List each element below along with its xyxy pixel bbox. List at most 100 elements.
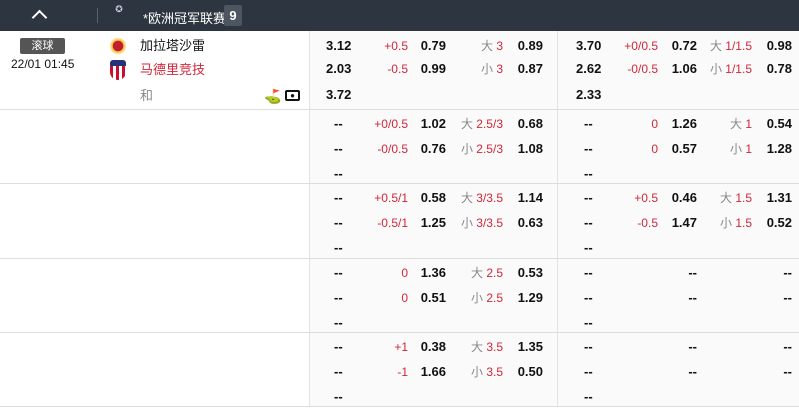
ou-side: 大 bbox=[470, 340, 483, 354]
1x2-odds-ht: -- bbox=[584, 265, 593, 280]
over-under-odds-ft[interactable]: 0.89 bbox=[517, 38, 543, 53]
handicap-line-ht: +0/0.5 bbox=[624, 39, 658, 53]
over-under-odds-ht[interactable]: 0.78 bbox=[766, 61, 792, 76]
over-under-line-ht: 大 1.5 bbox=[720, 186, 752, 210]
1x2-odds-ft[interactable]: 3.72 bbox=[326, 87, 352, 102]
ou-value: 2.5 bbox=[486, 266, 503, 280]
1x2-odds-ht[interactable]: 2.33 bbox=[576, 87, 602, 102]
ou-side: 小 bbox=[709, 62, 722, 76]
over-under-odds-ft[interactable]: 1.29 bbox=[517, 290, 543, 305]
handicap-odds-ht[interactable]: 0.57 bbox=[671, 141, 697, 156]
handicap-odds-ft[interactable]: 0.58 bbox=[420, 190, 446, 205]
handicap-odds-ft[interactable]: 0.99 bbox=[420, 61, 446, 76]
odds-block: -- -- -- +0.5/1 0.58 -0.5/1 1.25 大 3/3.5 1.14 小 3… bbox=[0, 184, 799, 259]
handicap-odds-ht[interactable]: 0.46 bbox=[671, 190, 697, 205]
ou-value: 1/1.5 bbox=[725, 62, 752, 76]
over-under-odds-ht: -- bbox=[783, 265, 792, 280]
match-count-badge: 9 bbox=[224, 5, 242, 26]
collapse-chevron-icon[interactable] bbox=[31, 9, 48, 26]
home-team[interactable]: 加拉塔沙雷 bbox=[140, 38, 206, 53]
handicap-line-ft: -0.5/1 bbox=[377, 216, 408, 230]
handicap-odds-ft[interactable]: 1.36 bbox=[420, 265, 446, 280]
ou-side: 小 bbox=[460, 216, 473, 230]
live-video-icon[interactable]: ● bbox=[285, 90, 300, 101]
1x2-odds-ht: -- bbox=[584, 141, 593, 156]
handicap-odds-ht: -- bbox=[688, 265, 697, 280]
match-time: 22/01 01:45 bbox=[11, 57, 75, 71]
divider bbox=[97, 8, 98, 23]
handicap-line-ft: +1 bbox=[394, 340, 408, 354]
over-under-line-ft: 小 3/3.5 bbox=[461, 211, 503, 235]
ou-side: 小 bbox=[470, 365, 483, 379]
over-under-odds-ht[interactable]: 1.31 bbox=[766, 190, 792, 205]
handicap-odds-ht[interactable]: 1.06 bbox=[671, 61, 697, 76]
over-under-odds-ft[interactable]: 0.53 bbox=[517, 265, 543, 280]
handicap-line-ht: 0 bbox=[651, 142, 658, 156]
ou-side: 大 bbox=[729, 117, 742, 131]
ou-side: 大 bbox=[480, 39, 493, 53]
handicap-odds-ht[interactable]: 1.47 bbox=[671, 215, 697, 230]
handicap-odds-ht[interactable]: 1.26 bbox=[671, 116, 697, 131]
champions-league-logo: ✪ bbox=[115, 4, 123, 14]
1x2-odds-ht[interactable]: 3.70 bbox=[576, 38, 602, 53]
ou-value: 1 bbox=[745, 142, 752, 156]
ou-value: 3 bbox=[496, 62, 503, 76]
divider bbox=[557, 31, 558, 109]
over-under-odds-ht[interactable]: 0.98 bbox=[766, 38, 792, 53]
over-under-odds-ht: -- bbox=[783, 339, 792, 354]
handicap-odds-ft[interactable]: 0.76 bbox=[420, 141, 446, 156]
over-under-line-ht: 大 1/1.5 bbox=[710, 34, 752, 58]
corner-flag-icon[interactable]: ⛳ bbox=[264, 88, 282, 104]
ou-side: 大 bbox=[719, 191, 732, 205]
handicap-line-ft: -0/0.5 bbox=[377, 142, 408, 156]
ou-value: 3/3.5 bbox=[476, 191, 503, 205]
handicap-line-ht: 0 bbox=[651, 117, 658, 131]
ou-side: 小 bbox=[719, 216, 732, 230]
1x2-odds-ft[interactable]: 3.12 bbox=[326, 38, 352, 53]
over-under-line-ft: 大 2.5/3 bbox=[461, 112, 503, 136]
1x2-odds-ht: -- bbox=[584, 166, 593, 181]
over-under-odds-ht: -- bbox=[783, 364, 792, 379]
live-status-badge: 滚球 bbox=[20, 38, 65, 54]
over-under-odds-ft[interactable]: 0.68 bbox=[517, 116, 543, 131]
over-under-odds-ft[interactable]: 0.63 bbox=[517, 215, 543, 230]
ou-side: 小 bbox=[729, 142, 742, 156]
over-under-odds-ht[interactable]: 0.54 bbox=[766, 116, 792, 131]
handicap-line-ht: +0.5 bbox=[634, 191, 658, 205]
1x2-odds-ht: -- bbox=[584, 389, 593, 404]
ou-value: 1.5 bbox=[735, 216, 752, 230]
over-under-odds-ft[interactable]: 1.08 bbox=[517, 141, 543, 156]
over-under-odds-ft[interactable]: 1.35 bbox=[517, 339, 543, 354]
handicap-odds-ft[interactable]: 1.66 bbox=[420, 364, 446, 379]
1x2-odds-ft: -- bbox=[334, 290, 343, 305]
1x2-odds-ft: -- bbox=[334, 215, 343, 230]
handicap-odds-ht: -- bbox=[688, 339, 697, 354]
over-under-odds-ht[interactable]: 0.52 bbox=[766, 215, 792, 230]
handicap-line-ft: 0 bbox=[401, 291, 408, 305]
handicap-line-ft: -0.5 bbox=[387, 62, 408, 76]
handicap-odds-ht: -- bbox=[688, 290, 697, 305]
1x2-odds-ft: -- bbox=[334, 190, 343, 205]
ou-value: 3.5 bbox=[486, 340, 503, 354]
handicap-odds-ft[interactable]: 0.51 bbox=[420, 290, 446, 305]
1x2-odds-ft[interactable]: 2.03 bbox=[326, 61, 352, 76]
ou-value: 3.5 bbox=[486, 365, 503, 379]
over-under-odds-ft[interactable]: 0.87 bbox=[517, 61, 543, 76]
1x2-odds-ht: -- bbox=[584, 190, 593, 205]
handicap-line-ft: +0.5/1 bbox=[374, 191, 408, 205]
1x2-odds-ht[interactable]: 2.62 bbox=[576, 61, 602, 76]
league-title[interactable]: *欧洲冠军联赛 bbox=[143, 11, 227, 26]
over-under-line-ft: 小 2.5 bbox=[471, 286, 503, 310]
away-team[interactable]: 马德里竞技 bbox=[140, 62, 206, 77]
handicap-odds-ft[interactable]: 1.02 bbox=[420, 116, 446, 131]
handicap-odds-ft[interactable]: 0.79 bbox=[420, 38, 446, 53]
ou-side: 大 bbox=[460, 191, 473, 205]
ou-value: 2.5/3 bbox=[476, 117, 503, 131]
over-under-odds-ft[interactable]: 1.14 bbox=[517, 190, 543, 205]
handicap-odds-ft[interactable]: 0.38 bbox=[420, 339, 446, 354]
handicap-odds-ht[interactable]: 0.72 bbox=[671, 38, 697, 53]
over-under-odds-ht[interactable]: 1.28 bbox=[766, 141, 792, 156]
over-under-odds-ft[interactable]: 0.50 bbox=[517, 364, 543, 379]
over-under-line-ft: 大 3.5 bbox=[471, 335, 503, 359]
handicap-odds-ft[interactable]: 1.25 bbox=[420, 215, 446, 230]
